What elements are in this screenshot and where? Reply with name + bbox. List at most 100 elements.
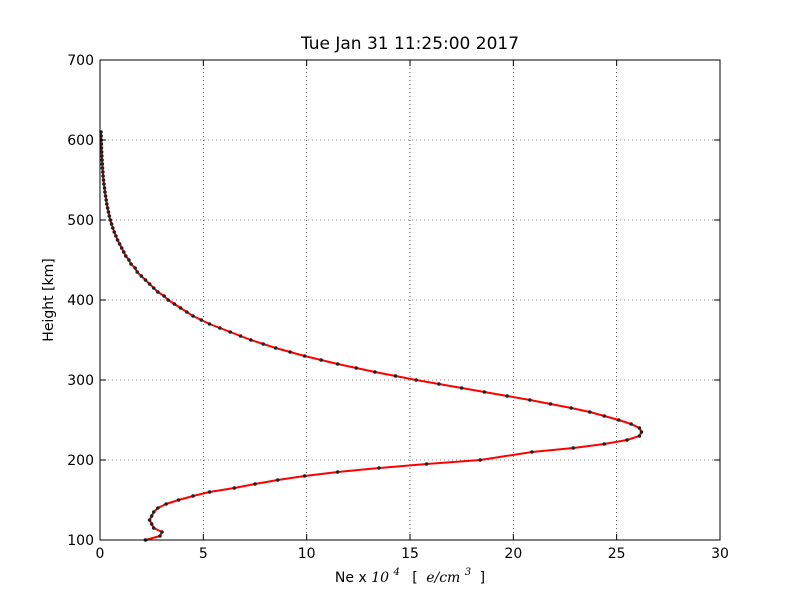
data-point	[617, 418, 621, 422]
x-tick-label: 20	[504, 546, 522, 562]
data-point	[140, 274, 144, 278]
data-point	[549, 402, 553, 406]
data-point	[336, 470, 340, 474]
data-point	[394, 374, 398, 378]
data-point	[208, 322, 212, 326]
data-point	[152, 510, 156, 514]
data-point	[109, 218, 113, 222]
data-point	[377, 466, 381, 470]
data-point	[156, 290, 160, 294]
data-point	[276, 478, 280, 482]
data-point	[179, 306, 183, 310]
x-axis-label-unit-exponent: 3	[465, 567, 471, 578]
x-axis-label-exponent: 4	[392, 567, 399, 578]
data-point	[133, 266, 137, 270]
data-point	[148, 518, 152, 522]
data-point	[303, 474, 307, 478]
data-point	[103, 186, 107, 190]
data-point	[505, 394, 509, 398]
data-point	[249, 338, 253, 342]
data-point	[152, 526, 156, 530]
data-point	[483, 390, 487, 394]
x-axis-label-unit-var: e/cm	[426, 570, 460, 586]
data-point	[102, 178, 106, 182]
data-point	[100, 154, 104, 158]
data-point	[460, 386, 464, 390]
data-point	[129, 262, 133, 266]
x-tick-label: 10	[298, 546, 316, 562]
data-point	[414, 378, 418, 382]
y-tick-label: 700	[67, 53, 94, 69]
ticks: 0 5 10 15 20 25 30 100 200 300 400 500 600 700	[67, 53, 729, 562]
data-point	[185, 310, 189, 314]
data-point	[288, 350, 292, 354]
data-point	[638, 434, 642, 438]
data-point	[640, 430, 644, 434]
data-point	[112, 230, 116, 234]
data-point	[104, 194, 108, 198]
data-point	[111, 226, 115, 230]
data-point	[166, 298, 170, 302]
data-point	[124, 254, 128, 258]
data-point	[100, 162, 104, 166]
density-profile-line	[101, 132, 642, 540]
data-point	[191, 314, 195, 318]
x-tick-label: 25	[608, 546, 626, 562]
data-point	[253, 482, 257, 486]
data-point	[274, 346, 278, 350]
data-point	[571, 446, 575, 450]
data-point	[150, 522, 154, 526]
y-tick-label: 200	[67, 453, 94, 469]
chart-title: Tue Jan 31 11:25:00 2017	[300, 34, 519, 54]
data-point	[101, 174, 105, 178]
data-point	[148, 282, 152, 286]
data-point	[156, 506, 160, 510]
x-tick-label: 5	[199, 546, 208, 562]
data-point	[144, 278, 148, 282]
y-tick-label: 400	[67, 293, 94, 309]
x-tick-label: 30	[711, 546, 729, 562]
x-tick-label: 0	[96, 546, 105, 562]
grid	[100, 60, 720, 540]
x-axis-label-unit-open: [	[412, 570, 417, 586]
y-axis-label: Height [km]	[41, 258, 57, 341]
data-point	[127, 258, 131, 262]
data-point	[588, 410, 592, 414]
data-point	[105, 202, 109, 206]
y-tick-label: 100	[67, 533, 94, 549]
y-tick-label: 600	[67, 133, 94, 149]
data-point	[152, 286, 156, 290]
data-point	[354, 366, 358, 370]
data-point	[164, 502, 168, 506]
data-point	[569, 406, 573, 410]
data-point	[437, 382, 441, 386]
data-point	[303, 354, 307, 358]
data-point	[102, 182, 106, 186]
data-point	[218, 326, 222, 330]
data-point	[160, 530, 164, 534]
data-point	[530, 450, 534, 454]
data-point	[116, 238, 120, 242]
x-axis-label-unit-close: ]	[480, 570, 485, 586]
x-tick-label: 15	[401, 546, 419, 562]
data-point	[602, 442, 606, 446]
data-point	[625, 438, 629, 442]
data-point	[336, 362, 340, 366]
data-point	[228, 330, 232, 334]
data-point	[100, 158, 104, 162]
data-point	[107, 210, 111, 214]
data-point	[103, 190, 107, 194]
series-layer	[99, 130, 643, 542]
data-point	[114, 234, 118, 238]
data-point	[239, 334, 243, 338]
data-point	[101, 170, 105, 174]
data-point	[118, 242, 122, 246]
data-point	[120, 246, 124, 250]
data-point	[177, 498, 181, 502]
data-point	[173, 302, 177, 306]
data-point	[208, 490, 212, 494]
data-point	[110, 222, 114, 226]
data-point	[122, 250, 126, 254]
data-point	[233, 486, 237, 490]
